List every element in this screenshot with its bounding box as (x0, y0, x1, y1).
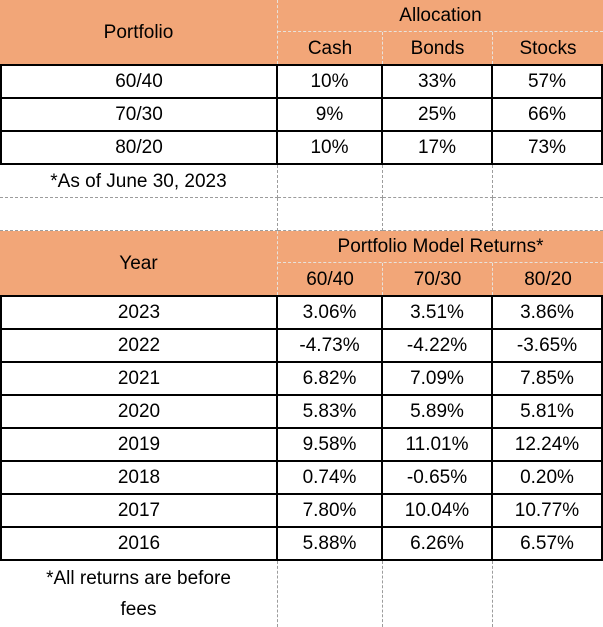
returns-col-8020-header-cell[interactable]: 80/20 (524, 268, 572, 290)
allocation-row-label-cell[interactable]: 60/40 (2, 66, 278, 99)
table-cell[interactable]: 3.51% (383, 297, 493, 330)
allocation-table-body: 60/40 10% 33% 57% 70/30 9% 25% 66% 80/20… (0, 66, 603, 165)
returns-col-7030-header-cell[interactable]: 70/30 (383, 263, 493, 295)
returns-col-6040-header-cell[interactable]: 60/40 (278, 263, 383, 295)
table-cell[interactable]: 5.83% (278, 396, 383, 429)
table-cell[interactable]: 6.26% (383, 528, 493, 561)
table-cell[interactable]: 3.86% (493, 297, 601, 330)
table-cell[interactable]: 5.81% (493, 396, 601, 429)
returns-table-header: Year Portfolio Model Returns* 60/40 70/3… (0, 231, 603, 297)
table-cell[interactable] (383, 165, 493, 198)
table-cell[interactable]: 5.89% (383, 396, 493, 429)
returns-table-body: 2023 3.06% 3.51% 3.86% 2022 -4.73% -4.22… (0, 297, 603, 561)
returns-footnote-row: *All returns are before fees (0, 561, 603, 627)
table-cell[interactable] (278, 198, 383, 231)
table-cell[interactable]: 57% (493, 66, 601, 99)
allocation-table-header: Portfolio Allocation Cash Bonds Stocks (0, 0, 603, 66)
table-cell[interactable]: -3.65% (493, 330, 601, 363)
table-cell[interactable]: 6.57% (493, 528, 601, 561)
returns-row-label-cell[interactable]: 2021 (2, 363, 278, 396)
returns-footnote-cell[interactable]: *All returns are before fees (0, 561, 278, 627)
returns-footnote-text: *All returns are before fees (46, 568, 231, 620)
table-cell[interactable]: 10% (278, 132, 383, 165)
table-cell[interactable]: -0.65% (383, 462, 493, 495)
table-cell[interactable]: 10.77% (493, 495, 601, 528)
table-cell[interactable]: 66% (493, 99, 601, 132)
table-cell[interactable]: 17% (383, 132, 493, 165)
table-cell[interactable]: -4.22% (383, 330, 493, 363)
allocation-footnote-row: *As of June 30, 2023 (0, 165, 603, 198)
table-cell[interactable]: 25% (383, 99, 493, 132)
table-cell[interactable] (383, 198, 493, 231)
table-cell[interactable]: 0.74% (278, 462, 383, 495)
returns-row-label-cell[interactable]: 2018 (2, 462, 278, 495)
allocation-row-label-cell[interactable]: 70/30 (2, 99, 278, 132)
table-cell[interactable]: 0.20% (493, 462, 601, 495)
table-cell[interactable]: 7.85% (493, 363, 601, 396)
table-cell[interactable] (493, 165, 603, 198)
table-cell[interactable]: -4.73% (278, 330, 383, 363)
table-cell[interactable] (493, 561, 603, 627)
table-cell[interactable]: 3.06% (278, 297, 383, 330)
table-cell[interactable]: 11.01% (383, 429, 493, 462)
table-cell[interactable]: 9% (278, 99, 383, 132)
returns-row-label-cell[interactable]: 2020 (2, 396, 278, 429)
allocation-group-header-cell[interactable]: Allocation (278, 0, 603, 32)
table-cell[interactable] (493, 198, 603, 231)
returns-row-label-cell[interactable]: 2016 (2, 528, 278, 561)
spacer-row (0, 198, 603, 231)
table-cell[interactable] (383, 561, 493, 627)
returns-year-header-cell[interactable]: Year (0, 231, 278, 295)
returns-row-label-cell[interactable]: 2017 (2, 495, 278, 528)
table-cell[interactable]: 73% (493, 132, 601, 165)
table-cell[interactable] (0, 198, 278, 231)
allocation-col-stocks-header-cell[interactable]: Stocks (519, 37, 577, 59)
returns-row-label-cell[interactable]: 2022 (2, 330, 278, 363)
allocation-col-bonds-header-cell[interactable]: Bonds (383, 32, 493, 64)
allocation-row-label-cell[interactable]: 80/20 (2, 132, 278, 165)
returns-group-header-cell[interactable]: Portfolio Model Returns* (278, 231, 603, 263)
table-cell[interactable]: 6.82% (278, 363, 383, 396)
table-cell[interactable]: 10.04% (383, 495, 493, 528)
allocation-portfolio-header-cell[interactable]: Portfolio (0, 0, 278, 64)
table-cell[interactable]: 7.80% (278, 495, 383, 528)
returns-row-label-cell[interactable]: 2023 (2, 297, 278, 330)
table-cell[interactable]: 12.24% (493, 429, 601, 462)
table-cell[interactable]: 10% (278, 66, 383, 99)
table-cell[interactable]: 5.88% (278, 528, 383, 561)
returns-row-label-cell[interactable]: 2019 (2, 429, 278, 462)
allocation-footnote-cell[interactable]: *As of June 30, 2023 (0, 165, 278, 198)
table-cell[interactable] (278, 561, 383, 627)
table-cell[interactable]: 33% (383, 66, 493, 99)
table-cell[interactable]: 9.58% (278, 429, 383, 462)
allocation-col-cash-header-cell[interactable]: Cash (278, 32, 383, 64)
table-cell[interactable]: 7.09% (383, 363, 493, 396)
table-cell[interactable] (278, 165, 383, 198)
